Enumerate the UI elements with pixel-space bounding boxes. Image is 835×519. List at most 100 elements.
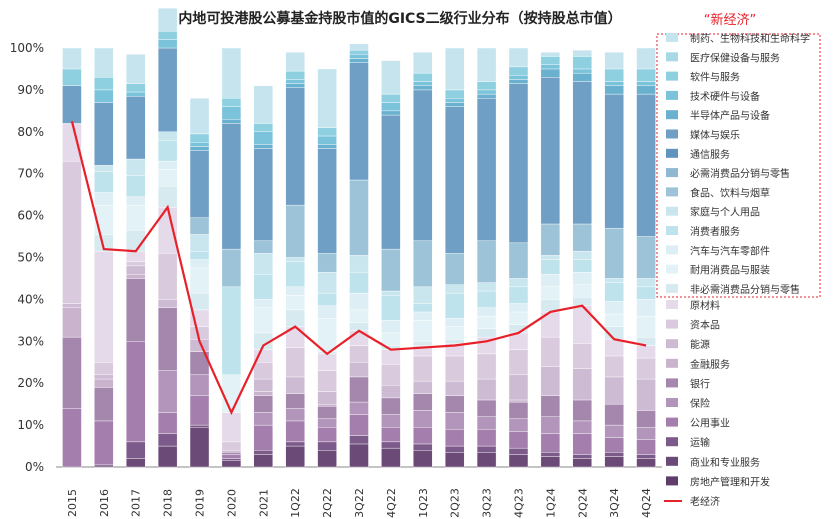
bar-segment [444, 339, 465, 344]
bar-segment [572, 368, 592, 401]
bar-segment [126, 83, 146, 93]
x-tick-label: 3Q22 [353, 488, 366, 518]
bar-segment [157, 186, 178, 208]
bar-segment [508, 454, 529, 468]
bar-segment [94, 192, 114, 206]
bar-segment [221, 374, 242, 413]
bar-segment [540, 77, 561, 225]
legend-label: 耐用消费品与服装 [690, 264, 770, 277]
bar-segment [604, 403, 624, 426]
bar-segment [636, 81, 656, 86]
bar-segment [604, 301, 624, 315]
bar-segment [62, 160, 82, 304]
bar-stack-2015 [62, 47, 82, 468]
bar-segment [508, 418, 529, 432]
bar-segment [572, 454, 592, 459]
bar-segment [62, 68, 82, 86]
bar-segment [126, 175, 146, 197]
old-economy-line [70, 121, 647, 416]
bar-segment [317, 127, 337, 137]
bar-segment [444, 355, 465, 382]
bar-segment [508, 75, 529, 80]
bar-segment [572, 259, 592, 273]
new-economy-label: “新经济” [704, 12, 756, 28]
bar-segment [444, 89, 465, 99]
bar-segment [285, 295, 305, 311]
x-tick-label: 2021 [257, 489, 270, 517]
bar-segment [476, 328, 497, 338]
bar-segment [540, 433, 561, 453]
bar-stack-2Q22 [317, 68, 337, 468]
x-tick-label: 2015 [66, 489, 79, 517]
bar-segment [253, 144, 274, 149]
bar-stack-2Q23 [444, 47, 465, 468]
y-tick-label: 50% [17, 251, 44, 265]
legend-label: 商业和专业服务 [690, 456, 760, 469]
bar-segment [285, 376, 305, 394]
bar-segment [413, 355, 433, 382]
bar-segment [189, 267, 210, 294]
bar-segment [157, 7, 178, 32]
bar-segment [349, 62, 369, 181]
bar-segment [508, 66, 529, 76]
bar-segment [62, 47, 82, 70]
bar-segment [317, 271, 337, 294]
bar-segment [157, 31, 178, 40]
bar-segment [381, 248, 401, 292]
bar-segment [604, 437, 624, 453]
bar-segment [157, 169, 178, 187]
bar-segment [221, 123, 242, 250]
bar-segment [317, 418, 337, 428]
x-tick-label: 3Q24 [608, 488, 621, 518]
bar-stack-2021 [253, 85, 274, 468]
bar-segment [94, 464, 114, 468]
legend-label: 技术硬件与设备 [690, 90, 760, 103]
x-tick-label: 4Q22 [385, 488, 398, 518]
bar-segment [253, 123, 274, 132]
bar-segment [572, 56, 592, 70]
bar-segment [62, 85, 82, 124]
x-tick-label: 2018 [162, 489, 175, 517]
bar-segment [221, 441, 242, 451]
legend-swatch [666, 206, 678, 216]
bar-segment [317, 370, 337, 392]
bar-segment [317, 406, 337, 420]
bar-segment [444, 102, 465, 107]
bar-segment [317, 441, 337, 451]
legend-swatch [666, 187, 678, 197]
bar-segment [221, 450, 242, 453]
legend-swatch [666, 71, 678, 81]
bar-segment [636, 345, 656, 359]
bar-segment [444, 292, 465, 319]
bar-segment [349, 345, 369, 363]
bar-segment [381, 60, 401, 95]
y-tick-label: 80% [17, 125, 44, 139]
bar-segment [636, 47, 656, 70]
legend-label: 运输 [690, 436, 710, 449]
bar-segment [189, 259, 210, 269]
bar-segment [604, 376, 624, 405]
bar-segment [349, 255, 369, 273]
bar-segment [476, 429, 497, 447]
bar-segment [636, 426, 656, 440]
bar-segment [94, 374, 114, 380]
bar-segment [572, 223, 592, 252]
bar-segment [604, 424, 624, 438]
bar-segment [285, 83, 305, 89]
bar-segment [508, 447, 529, 455]
x-tick-label: 2016 [98, 489, 111, 517]
x-tick-label: 1Q23 [417, 488, 430, 518]
bar-segment [126, 204, 146, 231]
bar-segment [636, 378, 656, 411]
bar-segment [189, 251, 210, 260]
bar-segment [221, 454, 242, 459]
bar-segment [221, 248, 242, 288]
bar-segment [285, 286, 305, 296]
bar-segment [604, 227, 624, 279]
bar-segment [317, 135, 337, 145]
bar-segment [349, 292, 369, 311]
bar-segment [540, 416, 561, 434]
y-tick-label: 70% [17, 167, 44, 181]
bar-segment [157, 433, 178, 447]
bar-segment [349, 330, 369, 346]
